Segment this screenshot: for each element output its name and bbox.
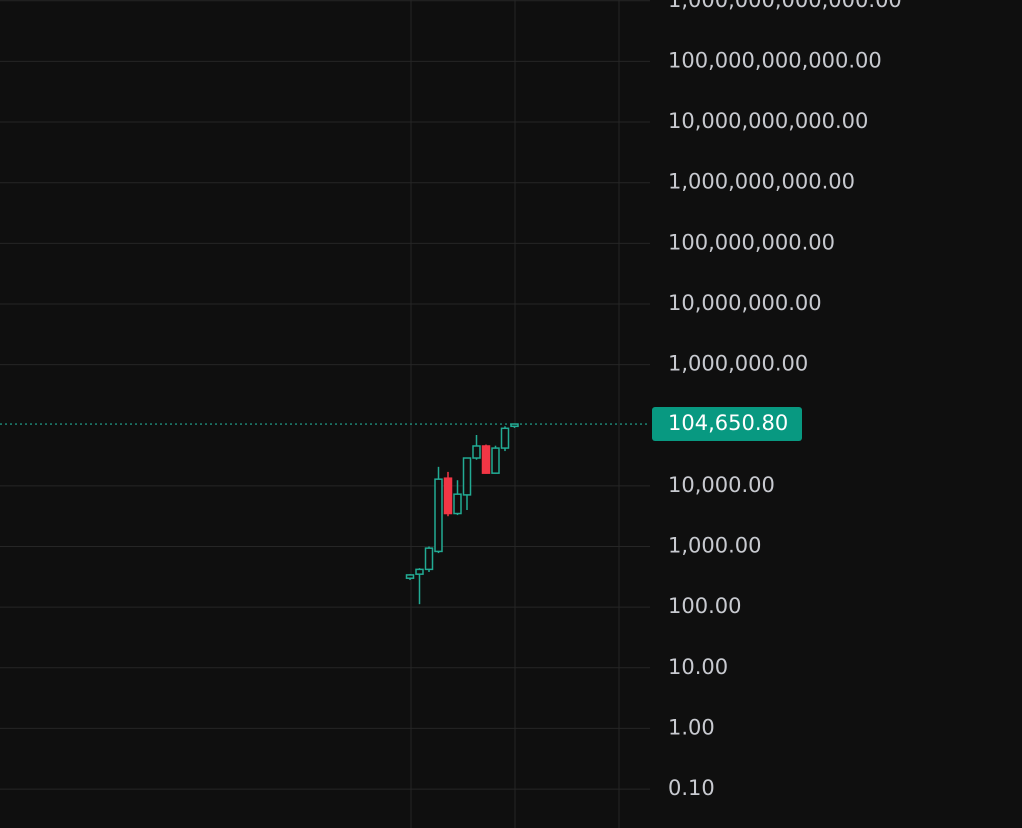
candle-body [491, 447, 500, 474]
y-tick-label: 10,000,000,000.00 [668, 109, 868, 133]
last-price-badge [652, 407, 802, 442]
candle-body [500, 427, 510, 449]
y-tick-label: 1.00 [668, 715, 715, 739]
y-tick-label: 1,000.00 [668, 534, 762, 558]
candle-body [434, 478, 443, 553]
y-tick-label: 100,000,000.00 [668, 230, 835, 254]
y-tick-label: 0.10 [668, 776, 715, 800]
candle-body [472, 445, 481, 459]
candle-body [481, 445, 491, 474]
y-tick-label: 100.00 [668, 594, 741, 618]
candle-body [415, 568, 424, 575]
candle-body [405, 574, 415, 579]
last-price-label: 104,650.80 [668, 411, 788, 435]
y-tick-label: 10,000.00 [668, 473, 775, 497]
y-tick-label: 100,000,000,000.00 [668, 48, 882, 72]
y-tick-label: 1,000,000,000,000.00 [668, 0, 902, 12]
candle-body [453, 493, 462, 515]
y-tick-label: 10,000,000.00 [668, 291, 822, 315]
candle-body [510, 423, 519, 428]
y-tick-label: 1,000,000.00 [668, 352, 808, 376]
candle-body [462, 457, 472, 496]
y-tick-label: 10.00 [668, 655, 728, 679]
candle-body [443, 477, 453, 515]
y-tick-label: 1,000,000,000.00 [668, 170, 855, 194]
candle-body [424, 547, 434, 571]
